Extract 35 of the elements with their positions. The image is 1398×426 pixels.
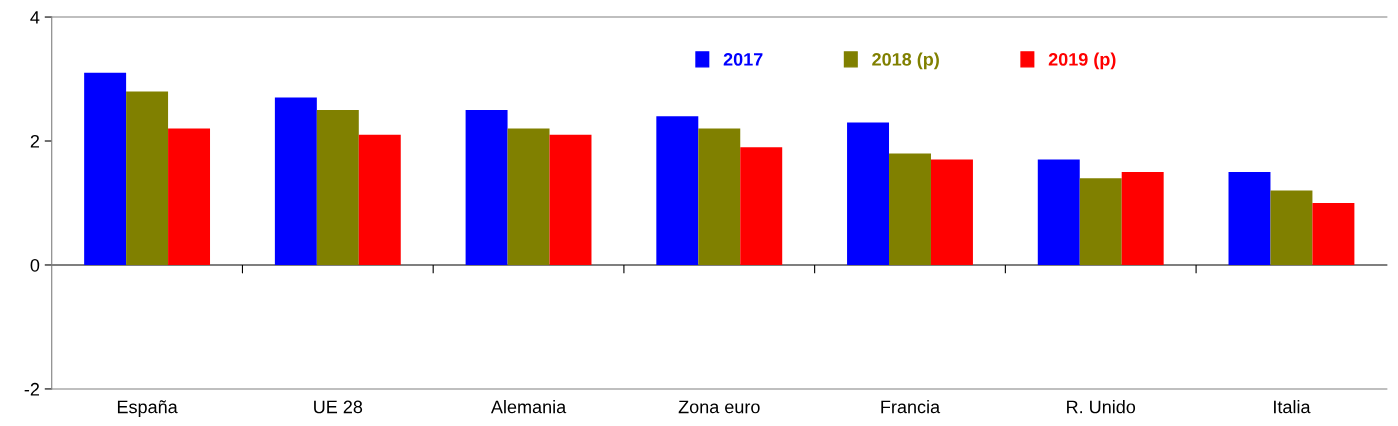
bar	[358, 134, 401, 265]
bar	[698, 128, 741, 265]
legend-label: 2018 (p)	[872, 52, 939, 70]
bar	[465, 110, 508, 265]
bar	[1228, 172, 1271, 265]
y-tick-label: -2	[24, 382, 40, 396]
bar	[1079, 178, 1122, 265]
x-tick-label: Francia	[881, 400, 941, 414]
bar	[847, 122, 890, 265]
bar	[1121, 172, 1164, 265]
bar	[1312, 202, 1355, 265]
bar	[1270, 190, 1313, 265]
x-tick-label: Alemania	[490, 400, 567, 414]
x-tick-label: Zona euro	[678, 400, 760, 414]
x-tick-label: España	[117, 400, 178, 417]
bar	[1037, 159, 1080, 265]
x-tick-label: UE 28	[314, 400, 363, 414]
bar	[549, 134, 592, 265]
y-tick-label: 0	[30, 258, 40, 272]
bar	[84, 72, 127, 265]
legend-label: 2019 (p)	[1048, 52, 1116, 70]
bar	[656, 116, 699, 265]
bar	[740, 147, 783, 265]
legend-label: 2017	[723, 53, 763, 66]
x-tick-label: R. Unido	[1067, 400, 1136, 414]
bar	[930, 159, 973, 265]
y-tick-label: 2	[30, 134, 40, 148]
bar	[168, 128, 211, 265]
bar	[316, 110, 359, 265]
y-tick-label: 4	[30, 11, 40, 24]
bar	[507, 128, 550, 265]
bar	[126, 91, 169, 265]
x-tick-label: Italia	[1274, 400, 1311, 414]
bar	[889, 153, 931, 265]
bar	[274, 97, 317, 265]
